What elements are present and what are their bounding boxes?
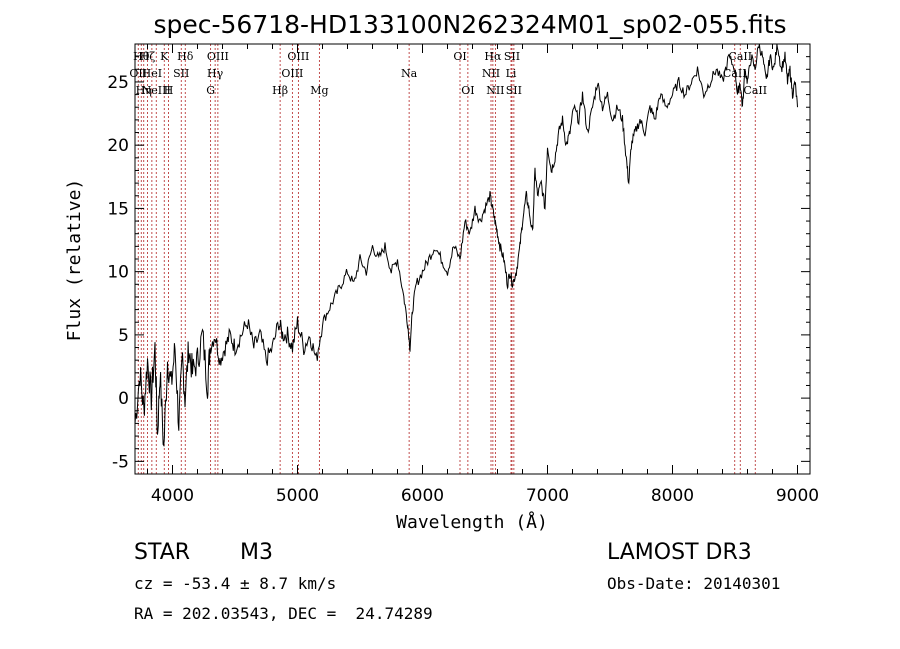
line-marker-label: OIII xyxy=(281,67,303,80)
line-marker-label: SII xyxy=(506,84,522,97)
survey-name: LAMOST DR3 xyxy=(607,540,752,565)
observation-date: Obs-Date: 20140301 xyxy=(607,574,781,593)
line-marker-label: CaII xyxy=(723,67,747,80)
line-marker-label: CaII xyxy=(743,84,767,97)
line-marker-label: Hζ xyxy=(140,50,156,63)
object-class: STAR xyxy=(134,540,191,565)
spectrum-line xyxy=(134,43,798,448)
y-tick-label: 25 xyxy=(107,73,129,93)
y-tick-label: -5 xyxy=(112,452,129,472)
line-marker-label: SII xyxy=(173,67,189,80)
line-marker-label: NII xyxy=(486,84,504,97)
y-tick-label: 10 xyxy=(107,263,129,283)
line-marker-label: HeI xyxy=(142,67,162,80)
line-marker-label: Hα xyxy=(484,50,502,63)
line-marker-label: Hδ xyxy=(177,50,194,63)
line-marker-label: H xyxy=(164,84,174,97)
chart-title: spec-56718-HD133100N262324M01_sp02-055.f… xyxy=(153,10,786,39)
spectral-line-markers xyxy=(137,44,756,474)
line-marker-label: Na xyxy=(401,67,418,80)
x-tick-label: 8000 xyxy=(651,486,694,506)
x-tick-label: 6000 xyxy=(401,486,444,506)
x-tick-label: 9000 xyxy=(776,486,819,506)
line-marker-label: OII xyxy=(129,67,147,80)
x-tick-label: 4000 xyxy=(151,486,194,506)
plot-frame xyxy=(134,43,811,475)
line-marker-label: Hη xyxy=(136,84,152,97)
line-marker-label: CaII xyxy=(728,50,752,63)
x-tick-label: 7000 xyxy=(526,486,569,506)
line-marker-label: Hγ xyxy=(207,67,224,80)
y-tick-label: 20 xyxy=(107,136,129,156)
redshift-readout: cz = -53.4 ± 8.7 km/s xyxy=(134,574,337,593)
line-marker-label: K xyxy=(160,50,169,63)
spectral-line-labels: OII Hθ Hη Hζ HeI NeIII K H SII Hδ G Hγ OIII Hβ OIII OII… xyxy=(129,50,767,97)
object-subclass: M3 xyxy=(240,540,273,565)
y-axis-label: Flux (relative) xyxy=(64,179,85,342)
y-tick-label: 0 xyxy=(118,389,129,409)
line-marker-label: NeIII xyxy=(142,84,171,97)
line-marker-label: OIII xyxy=(207,50,229,63)
coordinates-readout: RA = 202.03543, DEC = 24.74289 xyxy=(134,604,433,623)
line-marker-label: Li xyxy=(506,67,517,80)
line-marker-label: NII xyxy=(482,67,500,80)
line-marker-label: Mg xyxy=(310,84,328,97)
y-axis-ticks: -5 0 5 10 15 20 25 xyxy=(107,43,810,475)
line-marker-label: Hβ xyxy=(272,84,288,97)
line-marker-label: SII xyxy=(504,50,520,63)
line-marker-label: OI xyxy=(453,50,466,63)
y-tick-label: 15 xyxy=(107,199,129,219)
x-axis-label: Wavelength (Å) xyxy=(396,511,548,533)
x-tick-label: 5000 xyxy=(276,486,319,506)
line-marker-label: OIII xyxy=(287,50,309,63)
line-marker-label: Hθ xyxy=(133,50,150,63)
line-marker-label: G xyxy=(206,84,215,97)
line-marker-label: OI xyxy=(461,84,474,97)
y-tick-label: 5 xyxy=(118,326,129,346)
x-axis-ticks: 4000 5000 6000 7000 8000 9000 xyxy=(147,44,819,506)
